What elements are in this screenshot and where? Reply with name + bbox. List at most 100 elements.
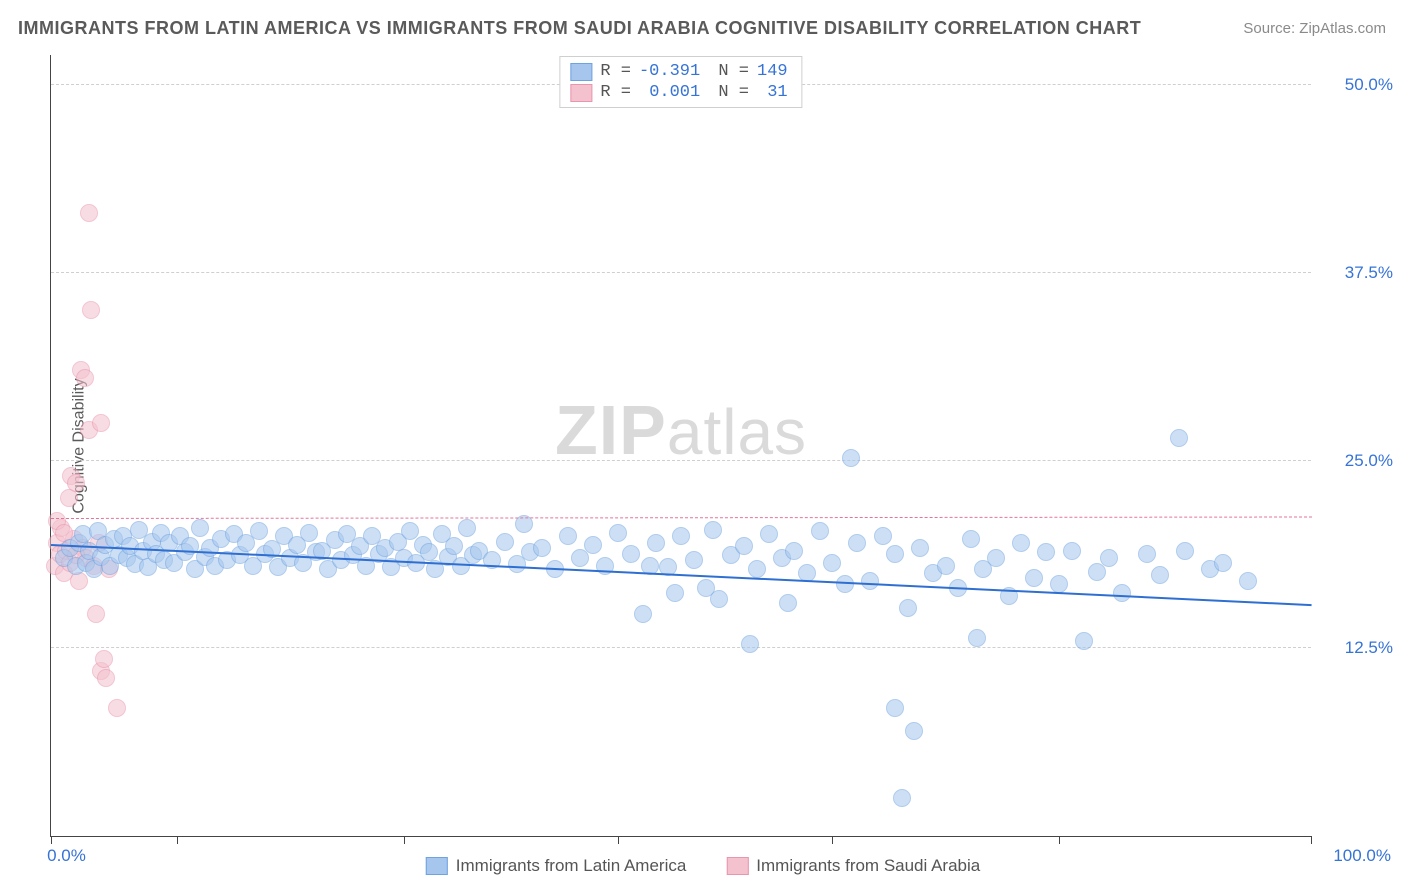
r-label: R = <box>600 83 631 102</box>
watermark: ZIPatlas <box>555 390 807 470</box>
scatter-point <box>1170 429 1188 447</box>
scatter-point <box>584 536 602 554</box>
stats-row-1: R = -0.391 N = 149 <box>570 61 787 82</box>
scatter-point <box>95 650 113 668</box>
scatter-point <box>1063 542 1081 560</box>
scatter-point <box>672 527 690 545</box>
scatter-point <box>87 605 105 623</box>
n-value-2: 31 <box>757 83 788 102</box>
scatter-point <box>1176 542 1194 560</box>
r-value-2: 0.001 <box>639 83 700 102</box>
x-tick <box>1311 836 1312 844</box>
legend-label-1: Immigrants from Latin America <box>456 856 687 876</box>
scatter-point <box>666 584 684 602</box>
x-tick-label-start: 0.0% <box>47 846 86 866</box>
source-value: ZipAtlas.com <box>1299 20 1386 37</box>
correlation-chart: IMMIGRANTS FROM LATIN AMERICA VS IMMIGRA… <box>0 0 1406 892</box>
scatter-point <box>748 560 766 578</box>
stats-row-2: R = 0.001 N = 31 <box>570 82 787 103</box>
y-tick-label: 25.0% <box>1345 451 1393 471</box>
bottom-legend: Immigrants from Latin America Immigrants… <box>426 856 980 876</box>
scatter-point <box>704 521 722 539</box>
scatter-point <box>861 572 879 590</box>
x-tick <box>618 836 619 844</box>
scatter-point <box>1214 554 1232 572</box>
scatter-point <box>962 530 980 548</box>
scatter-point <box>886 545 904 563</box>
scatter-point <box>911 539 929 557</box>
y-tick-label: 37.5% <box>1345 263 1393 283</box>
n-label: N = <box>708 83 749 102</box>
scatter-point <box>823 554 841 572</box>
r-value-1: -0.391 <box>639 62 700 81</box>
x-tick <box>404 836 405 844</box>
scatter-point <box>848 534 866 552</box>
scatter-point <box>1050 575 1068 593</box>
source-citation: Source: ZipAtlas.com <box>1243 20 1386 37</box>
scatter-point <box>899 599 917 617</box>
scatter-point <box>300 524 318 542</box>
scatter-point <box>76 369 94 387</box>
scatter-point <box>685 551 703 569</box>
scatter-point <box>1100 549 1118 567</box>
swatch-series-1 <box>426 857 448 875</box>
gridline <box>51 460 1311 461</box>
x-tick <box>1059 836 1060 844</box>
scatter-point <box>533 539 551 557</box>
scatter-point <box>968 629 986 647</box>
scatter-point <box>785 542 803 560</box>
scatter-point <box>92 414 110 432</box>
scatter-point <box>1037 543 1055 561</box>
scatter-point <box>445 537 463 555</box>
legend-label-2: Immigrants from Saudi Arabia <box>756 856 980 876</box>
scatter-point <box>874 527 892 545</box>
x-tick-label-end: 100.0% <box>1333 846 1391 866</box>
plot-area: ZIPatlas R = -0.391 N = 149 R = 0.001 N … <box>50 55 1311 837</box>
scatter-point <box>905 722 923 740</box>
scatter-point <box>496 533 514 551</box>
scatter-point <box>937 557 955 575</box>
scatter-point <box>70 572 88 590</box>
scatter-point <box>842 449 860 467</box>
gridline <box>51 647 1311 648</box>
scatter-point <box>760 525 778 543</box>
scatter-point <box>97 669 115 687</box>
scatter-point <box>191 519 209 537</box>
scatter-point <box>779 594 797 612</box>
legend-item-2: Immigrants from Saudi Arabia <box>726 856 980 876</box>
scatter-point <box>80 204 98 222</box>
stats-legend: R = -0.391 N = 149 R = 0.001 N = 31 <box>559 56 802 108</box>
scatter-point <box>1075 632 1093 650</box>
source-label: Source: <box>1243 20 1295 37</box>
swatch-series-1 <box>570 63 592 81</box>
n-value-1: 149 <box>757 62 788 81</box>
scatter-point <box>987 549 1005 567</box>
scatter-point <box>609 524 627 542</box>
watermark-rest: atlas <box>667 396 807 468</box>
r-label: R = <box>600 62 631 81</box>
swatch-series-2 <box>726 857 748 875</box>
scatter-point <box>1025 569 1043 587</box>
scatter-point <box>108 699 126 717</box>
scatter-point <box>559 527 577 545</box>
chart-title: IMMIGRANTS FROM LATIN AMERICA VS IMMIGRA… <box>18 18 1141 39</box>
scatter-point <box>886 699 904 717</box>
scatter-point <box>1239 572 1257 590</box>
y-tick-label: 12.5% <box>1345 638 1393 658</box>
scatter-point <box>1151 566 1169 584</box>
scatter-point <box>458 519 476 537</box>
scatter-point <box>893 789 911 807</box>
scatter-point <box>741 635 759 653</box>
watermark-bold: ZIP <box>555 391 667 469</box>
legend-item-1: Immigrants from Latin America <box>426 856 687 876</box>
scatter-point <box>1138 545 1156 563</box>
x-tick <box>51 836 52 844</box>
gridline <box>51 272 1311 273</box>
scatter-point <box>420 543 438 561</box>
scatter-point <box>647 534 665 552</box>
scatter-point <box>710 590 728 608</box>
scatter-point <box>634 605 652 623</box>
scatter-point <box>1113 584 1131 602</box>
scatter-point <box>1012 534 1030 552</box>
trend-line <box>51 517 1312 520</box>
